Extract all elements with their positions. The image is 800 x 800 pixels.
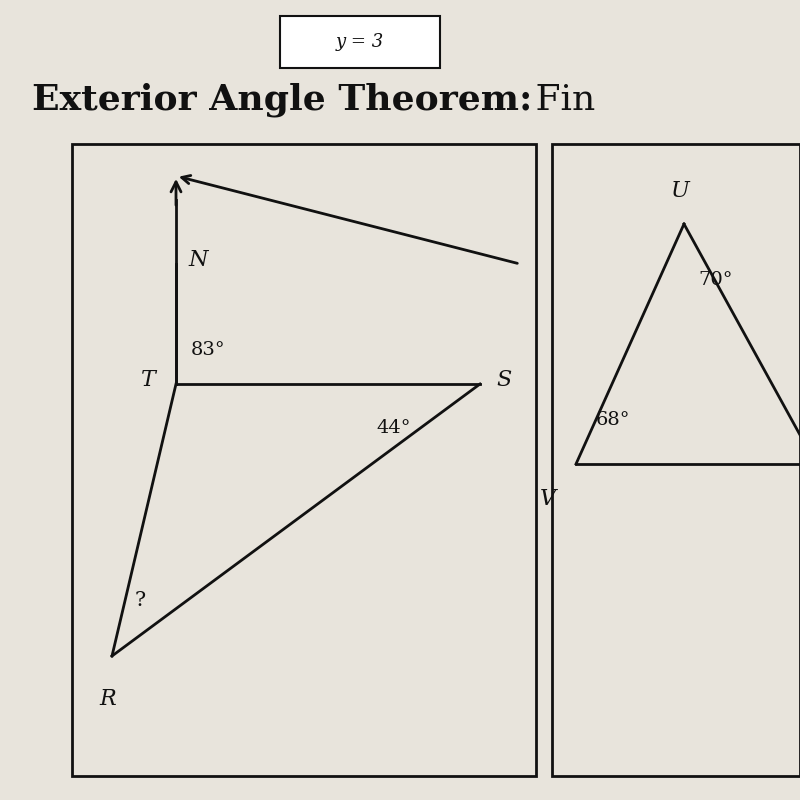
Text: 83°: 83° — [190, 342, 225, 359]
Text: S: S — [496, 369, 511, 391]
Text: Exterior Angle Theorem:: Exterior Angle Theorem: — [32, 82, 532, 118]
Text: 68°: 68° — [596, 411, 630, 429]
Bar — [72, 144, 536, 776]
Text: V: V — [540, 488, 556, 510]
Text: y = 3: y = 3 — [336, 33, 384, 51]
Text: 70°: 70° — [698, 271, 733, 289]
Text: T: T — [141, 369, 156, 391]
Bar — [280, 16, 440, 68]
Text: 44°: 44° — [376, 419, 410, 437]
Text: U: U — [670, 180, 690, 202]
Bar — [552, 144, 800, 776]
Text: Fin: Fin — [524, 83, 595, 117]
Text: N: N — [188, 249, 207, 271]
Text: ?: ? — [134, 590, 146, 610]
Text: R: R — [100, 688, 116, 710]
